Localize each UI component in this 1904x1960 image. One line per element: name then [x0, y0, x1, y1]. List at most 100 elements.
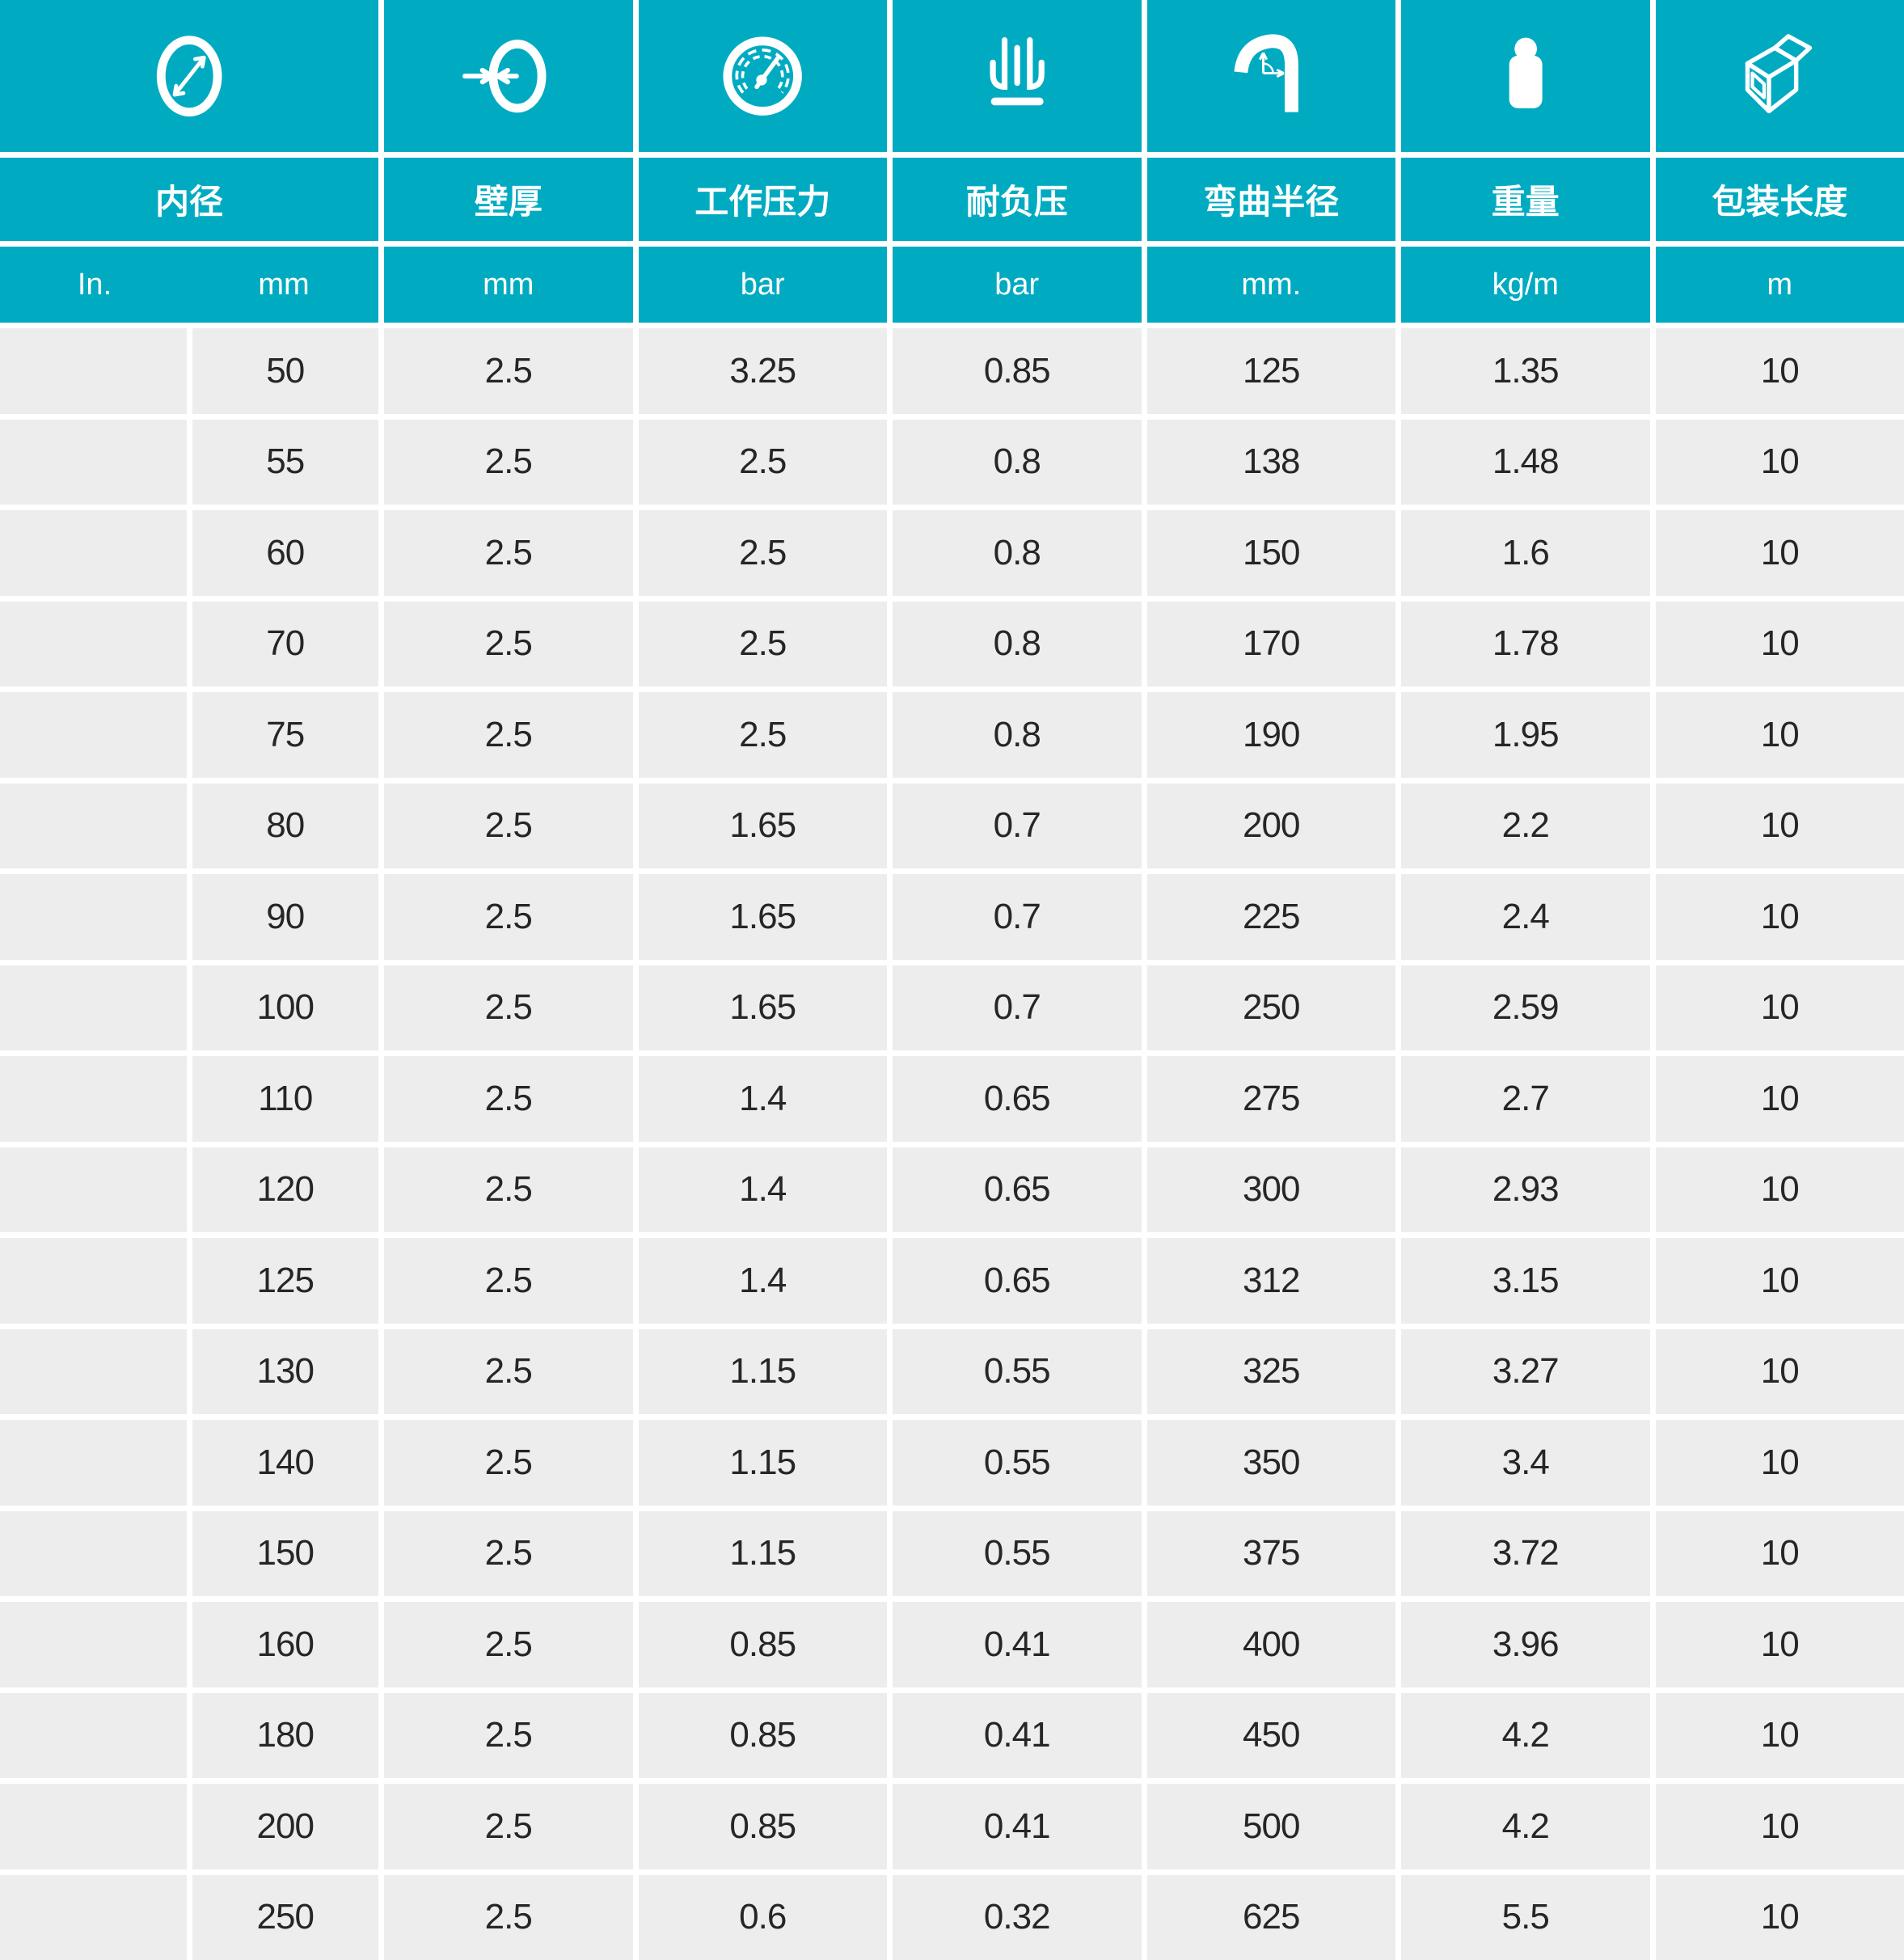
cell-inner-diameter-mm: 200: [192, 1784, 378, 1869]
cell-weight: 3.72: [1401, 1510, 1650, 1596]
header-wall-thickness: 壁厚: [384, 158, 633, 241]
cell-vacuum-resistance: 0.65: [893, 1238, 1142, 1324]
cell-wall-thickness: 2.5: [384, 692, 633, 778]
inner-diameter-cell-group: 75: [0, 692, 378, 778]
wall-thickness-icon: [462, 39, 547, 113]
header-bend-radius: 弯曲半径: [1146, 158, 1395, 241]
cell-weight: 1.95: [1401, 692, 1650, 778]
table-row: 75 2.5 2.5 0.8 190 1.95 10: [0, 692, 1904, 778]
cell-wall-thickness: 2.5: [384, 1602, 633, 1688]
cell-inner-diameter-mm: 50: [192, 328, 378, 414]
unit-inner-diameter: In. mm: [0, 247, 378, 323]
cell-weight: 3.4: [1401, 1420, 1650, 1506]
cell-bend-radius: 150: [1146, 510, 1395, 596]
inner-diameter-cell-group: 50: [0, 328, 378, 414]
cell-wall-thickness: 2.5: [384, 1510, 633, 1596]
table-row: 55 2.5 2.5 0.8 138 1.48 10: [0, 419, 1904, 505]
cell-inner-diameter-in: [0, 510, 187, 596]
header-package-length: 包装长度: [1655, 158, 1904, 241]
cell-inner-diameter-mm: 55: [192, 419, 378, 505]
cell-vacuum-resistance: 0.55: [893, 1420, 1142, 1506]
cell-bend-radius: 350: [1146, 1420, 1395, 1506]
cell-wall-thickness: 2.5: [384, 1692, 633, 1778]
cell-vacuum-resistance: 0.41: [893, 1692, 1142, 1778]
cell-weight: 5.5: [1401, 1874, 1650, 1960]
cell-inner-diameter-mm: 110: [192, 1056, 378, 1142]
weight-icon: [1509, 37, 1543, 108]
cell-inner-diameter-in: [0, 1692, 187, 1778]
cell-package-length: 10: [1655, 1692, 1904, 1778]
inner-diameter-cell-group: 80: [0, 783, 378, 868]
cell-working-pressure: 1.4: [638, 1238, 887, 1324]
table-row: 110 2.5 1.4 0.65 275 2.7 10: [0, 1056, 1904, 1142]
cell-weight: 2.4: [1401, 874, 1650, 960]
cell-working-pressure: 1.4: [638, 1147, 887, 1232]
cell-package-length: 10: [1655, 1147, 1904, 1232]
cell-package-length: 10: [1655, 1602, 1904, 1688]
inner-diameter-cell-group: 55: [0, 419, 378, 505]
cell-wall-thickness: 2.5: [384, 510, 633, 596]
cell-inner-diameter-mm: 100: [192, 965, 378, 1050]
cell-working-pressure: 0.85: [638, 1692, 887, 1778]
cell-inner-diameter-in: [0, 1784, 187, 1869]
cell-working-pressure: 0.85: [638, 1784, 887, 1869]
inner-diameter-cell-group: 200: [0, 1784, 378, 1869]
vacuum-resistance-icon: [990, 36, 1045, 106]
cell-working-pressure: 2.5: [638, 692, 887, 778]
cell-bend-radius: 375: [1146, 1510, 1395, 1596]
cell-inner-diameter-in: [0, 419, 187, 505]
cell-working-pressure: 2.5: [638, 510, 887, 596]
cell-package-length: 10: [1655, 1784, 1904, 1869]
cell-package-length: 10: [1655, 510, 1904, 596]
header-weight: 重量: [1401, 158, 1650, 241]
cell-vacuum-resistance: 0.7: [893, 874, 1142, 960]
cell-weight: 3.15: [1401, 1238, 1650, 1324]
inner-diameter-cell-group: 125: [0, 1238, 378, 1324]
unit-wall-thickness: mm: [384, 247, 633, 323]
icon-cell-weight: [1401, 0, 1650, 152]
cell-inner-diameter-in: [0, 1420, 187, 1506]
cell-wall-thickness: 2.5: [384, 874, 633, 960]
cell-vacuum-resistance: 0.8: [893, 510, 1142, 596]
cell-inner-diameter-mm: 80: [192, 783, 378, 868]
header-working-pressure: 工作压力: [638, 158, 887, 241]
cell-working-pressure: 1.15: [638, 1510, 887, 1596]
cell-inner-diameter-in: [0, 1056, 187, 1142]
cell-wall-thickness: 2.5: [384, 1328, 633, 1414]
cell-package-length: 10: [1655, 1056, 1904, 1142]
bend-radius-icon: [1234, 34, 1298, 112]
cell-inner-diameter-mm: 250: [192, 1874, 378, 1960]
headers-row: 内径 壁厚 工作压力 耐负压 弯曲半径 重量 包装长度: [0, 158, 1904, 241]
working-pressure-icon: [723, 36, 802, 116]
cell-inner-diameter-in: [0, 874, 187, 960]
cell-inner-diameter-mm: 150: [192, 1510, 378, 1596]
table-row: 120 2.5 1.4 0.65 300 2.93 10: [0, 1147, 1904, 1232]
cell-bend-radius: 190: [1146, 692, 1395, 778]
table-row: 60 2.5 2.5 0.8 150 1.6 10: [0, 510, 1904, 596]
cell-wall-thickness: 2.5: [384, 965, 633, 1050]
table-row: 200 2.5 0.85 0.41 500 4.2 10: [0, 1784, 1904, 1869]
cell-wall-thickness: 2.5: [384, 1056, 633, 1142]
cell-bend-radius: 400: [1146, 1602, 1395, 1688]
table-row: 180 2.5 0.85 0.41 450 4.2 10: [0, 1692, 1904, 1778]
table-row: 150 2.5 1.15 0.55 375 3.72 10: [0, 1510, 1904, 1596]
table-row: 90 2.5 1.65 0.7 225 2.4 10: [0, 874, 1904, 960]
units-row: In. mm mm bar bar mm. kg/m m: [0, 247, 1904, 323]
cell-weight: 1.78: [1401, 601, 1650, 686]
cell-inner-diameter-in: [0, 1510, 187, 1596]
inner-diameter-cell-group: 180: [0, 1692, 378, 1778]
cell-vacuum-resistance: 0.65: [893, 1147, 1142, 1232]
cell-package-length: 10: [1655, 1874, 1904, 1960]
cell-working-pressure: 3.25: [638, 328, 887, 414]
cell-bend-radius: 450: [1146, 1692, 1395, 1778]
cell-working-pressure: 1.65: [638, 965, 887, 1050]
cell-package-length: 10: [1655, 601, 1904, 686]
cell-package-length: 10: [1655, 328, 1904, 414]
cell-wall-thickness: 2.5: [384, 1784, 633, 1869]
cell-weight: 1.35: [1401, 328, 1650, 414]
unit-vacuum-resistance: bar: [893, 247, 1142, 323]
cell-weight: 2.7: [1401, 1056, 1650, 1142]
icon-cell-working-pressure: [638, 0, 887, 152]
cell-package-length: 10: [1655, 692, 1904, 778]
